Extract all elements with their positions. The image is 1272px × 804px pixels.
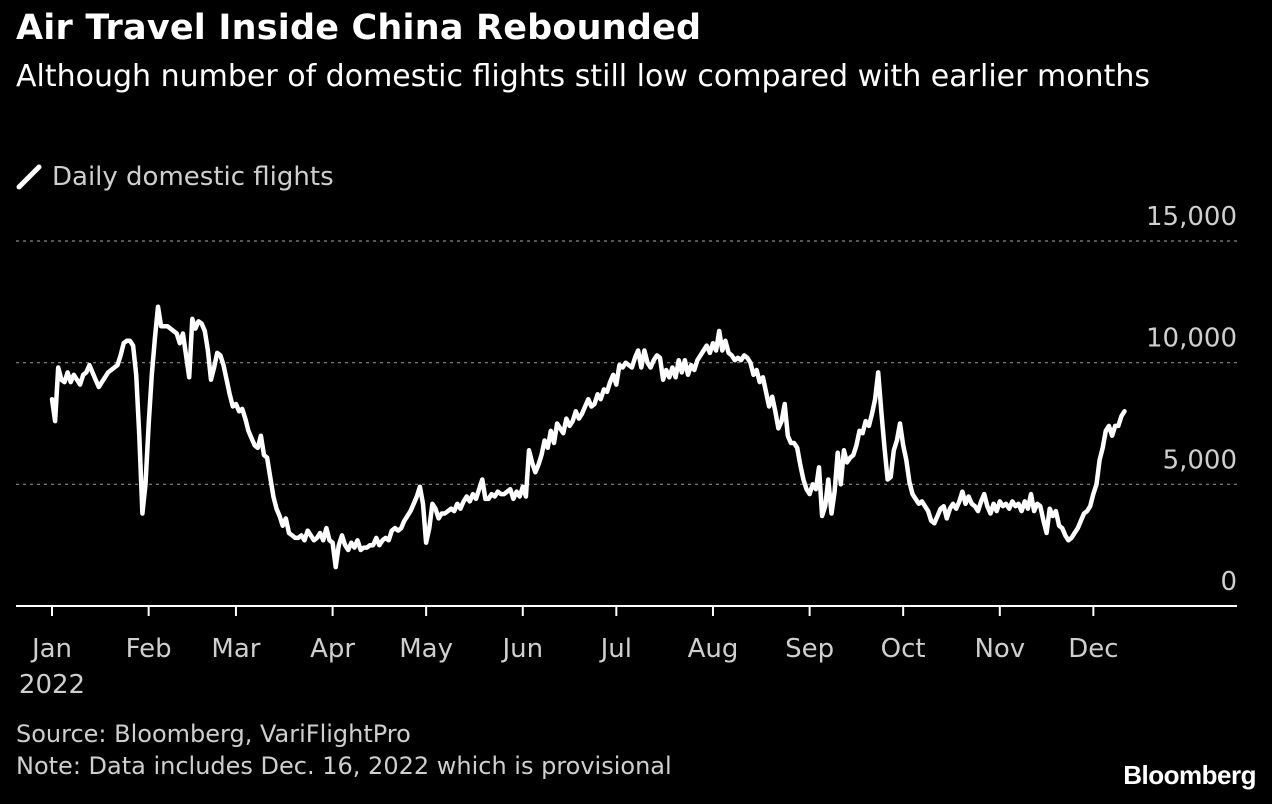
chart-subtitle: Although number of domestic flights stil… [16,59,1150,94]
x-tick-label: May [399,634,453,664]
x-tick-label: Apr [310,634,355,664]
footer: Source: Bloomberg, VariFlightPro Note: D… [16,718,672,782]
y-tick-label: 5,000 [1163,445,1237,475]
x-tick-label: Jul [599,634,632,664]
line-chart: 0 5,000 10,000 15,000 Jan 2022 Feb Mar Apr May Jun… [16,202,1237,700]
x-tick-label: Dec [1068,634,1118,664]
x-tick-label: Nov [974,634,1025,664]
x-tick-label: Aug [688,634,739,664]
x-tick-label: Jan [30,634,72,664]
legend: Daily domestic flights [16,162,334,192]
bloomberg-logo: Bloomberg [1123,760,1256,790]
series-line-daily-domestic-flights [49,304,1127,570]
x-tick-label: Sep [785,634,834,664]
y-tick-label: 0 [1220,567,1237,597]
legend-label: Daily domestic flights [52,162,334,192]
legend-line-icon [16,164,42,190]
y-tick-label: 10,000 [1146,324,1237,354]
x-tick-label: Feb [126,634,172,664]
x-tick-label: Mar [211,634,260,664]
chart-title: Air Travel Inside China Rebounded [16,8,702,48]
y-tick-label: 15,000 [1146,202,1237,232]
note-text: Note: Data includes Dec. 16, 2022 which … [16,752,672,780]
x-tick-year-label: 2022 [19,670,85,700]
x-tick-label: Jun [500,634,543,664]
x-tick-label: Oct [881,634,926,664]
source-text: Source: Bloomberg, VariFlightPro [16,720,411,748]
